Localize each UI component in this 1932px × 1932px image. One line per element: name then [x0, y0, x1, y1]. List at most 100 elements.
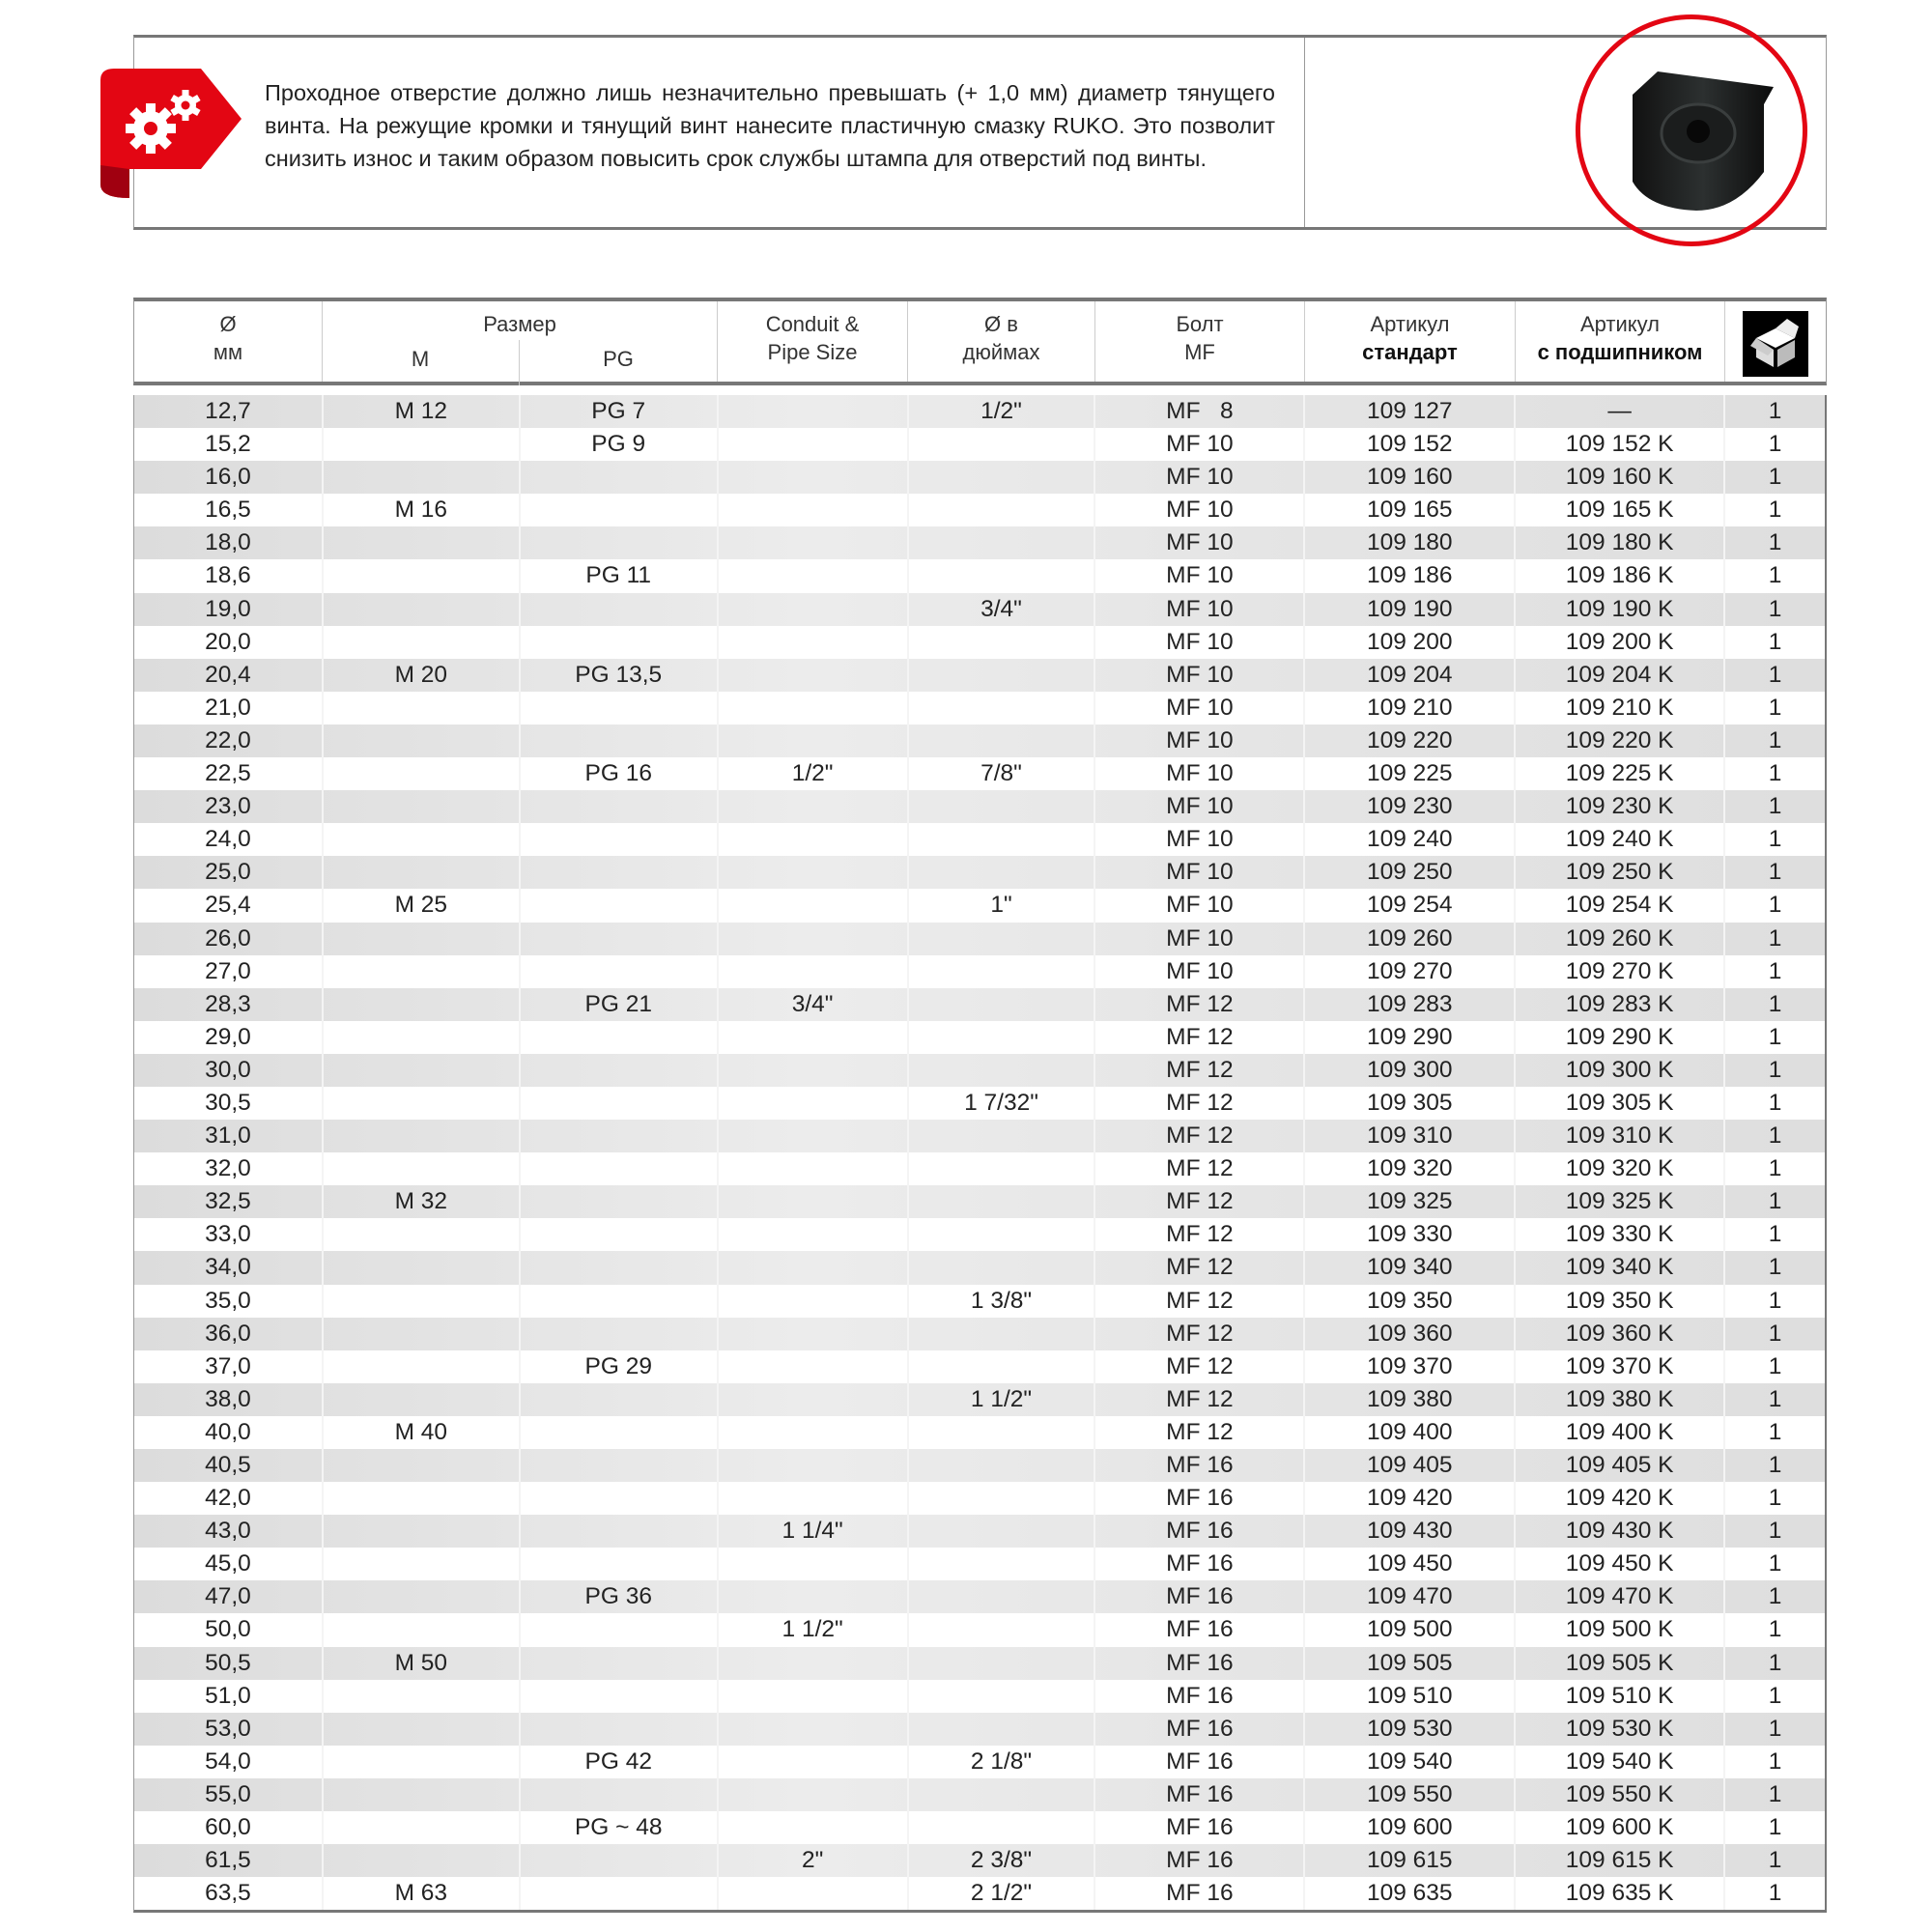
article-standard-cell: 109 540	[1303, 1745, 1514, 1778]
conduit-cell	[716, 1679, 907, 1713]
size-pg-cell: PG ~ 48	[518, 1811, 717, 1845]
diameter-cell: 40,0	[205, 1418, 251, 1445]
diameter-cell: 16,5	[205, 497, 251, 524]
bolt-cell: MF 10	[1094, 526, 1303, 560]
diameter-cell: 50,0	[205, 1616, 251, 1643]
size-pg-cell	[518, 625, 717, 659]
size-m-cell	[321, 461, 519, 495]
conduit-cell	[716, 1745, 907, 1778]
bolt-cell: MF 10	[1094, 658, 1303, 692]
article-bearing-cell: 109 505 K	[1514, 1646, 1723, 1680]
pack-qty-cell: 1	[1723, 1482, 1825, 1516]
inch-cell	[906, 625, 1094, 659]
size-pg-cell	[518, 1515, 717, 1548]
article-bearing-cell: 109 350 K	[1514, 1284, 1723, 1318]
size-pg-cell: PG 11	[518, 559, 717, 593]
pack-qty-cell: 1	[1723, 1646, 1825, 1680]
inch-cell	[906, 1020, 1094, 1054]
article-standard-cell: 109 380	[1303, 1382, 1514, 1416]
diameter-cell: 37,0	[205, 1352, 251, 1379]
conduit-cell	[716, 724, 907, 758]
pack-qty-cell: 1	[1723, 954, 1825, 988]
size-pg-cell	[518, 1482, 717, 1516]
article-standard-cell: 109 470	[1303, 1580, 1514, 1614]
conduit-cell	[716, 1712, 907, 1746]
inch-cell	[906, 1811, 1094, 1845]
pack-qty-cell: 1	[1723, 1777, 1825, 1812]
article-bearing-cell: 109 340 K	[1514, 1251, 1723, 1285]
conduit-cell	[716, 856, 907, 890]
diameter-cell: 23,0	[205, 793, 251, 820]
conduit-cell	[716, 658, 907, 692]
bolt-cell: MF 16	[1094, 1679, 1303, 1713]
size-pg-cell	[518, 1646, 717, 1680]
conduit-cell: 2"	[716, 1844, 907, 1878]
bolt-cell: MF 16	[1094, 1613, 1303, 1647]
size-pg-cell: PG 9	[518, 428, 717, 462]
size-pg-cell	[518, 1053, 717, 1087]
conduit-cell	[716, 1548, 907, 1581]
size-pg-cell: PG 7	[518, 395, 717, 429]
inch-cell	[906, 922, 1094, 955]
pack-qty-cell: 1	[1723, 1251, 1825, 1285]
diameter-cell: 12,7	[205, 398, 251, 424]
size-m-cell	[321, 1152, 519, 1186]
inch-cell	[906, 1185, 1094, 1219]
article-standard-cell: 109 450	[1303, 1548, 1514, 1581]
size-m-cell	[321, 1745, 519, 1778]
diameter-cell: 50,5	[205, 1649, 251, 1676]
size-m-cell: M 12	[321, 395, 519, 429]
size-m-cell	[321, 1613, 519, 1647]
col-size-header: Размер	[322, 301, 717, 382]
article-bearing-cell: 109 180 K	[1514, 526, 1723, 560]
size-pg-cell	[518, 790, 717, 824]
article-standard-cell: 109 180	[1303, 526, 1514, 560]
diameter-cell: 55,0	[205, 1780, 251, 1807]
size-m-cell	[321, 724, 519, 758]
inch-cell	[906, 1120, 1094, 1153]
article-standard-cell: 109 283	[1303, 987, 1514, 1021]
pack-qty-cell: 1	[1723, 757, 1825, 791]
inch-cell	[906, 1777, 1094, 1812]
bolt-cell: MF 16	[1094, 1745, 1303, 1778]
article-standard-cell: 109 615	[1303, 1844, 1514, 1878]
article-standard-cell: 109 505	[1303, 1646, 1514, 1680]
highlight-circle	[1576, 14, 1807, 246]
bolt-cell: MF 16	[1094, 1548, 1303, 1581]
bolt-cell: MF 10	[1094, 559, 1303, 593]
inch-cell	[906, 1679, 1094, 1713]
conduit-cell	[716, 1350, 907, 1383]
size-m-cell	[321, 1449, 519, 1483]
col-conduit-header: Conduit & Pipe Size	[717, 301, 907, 382]
col-bolt-header: Болт MF	[1094, 301, 1304, 382]
size-pg-cell: PG 42	[518, 1745, 717, 1778]
size-pg-cell	[518, 1020, 717, 1054]
bolt-cell: MF 10	[1094, 790, 1303, 824]
size-m-cell	[321, 1053, 519, 1087]
bolt-cell: MF 10	[1094, 461, 1303, 495]
size-m-cell: M 50	[321, 1646, 519, 1680]
article-standard-cell: 109 190	[1303, 592, 1514, 626]
size-pg-cell	[518, 922, 717, 955]
size-pg-cell	[518, 494, 717, 527]
pack-qty-cell: 1	[1723, 1086, 1825, 1121]
article-standard-cell: 109 225	[1303, 757, 1514, 791]
conduit-cell	[716, 1580, 907, 1614]
size-m-cell	[321, 691, 519, 724]
conduit-cell	[716, 1185, 907, 1219]
article-standard-cell: 109 530	[1303, 1712, 1514, 1746]
conduit-cell	[716, 592, 907, 626]
diameter-cell: 32,0	[205, 1155, 251, 1182]
bolt-cell: MF 16	[1094, 1811, 1303, 1845]
article-bearing-cell: 109 204 K	[1514, 658, 1723, 692]
diameter-cell: 15,2	[205, 431, 251, 458]
article-bearing-cell: 109 305 K	[1514, 1086, 1723, 1121]
inch-cell	[906, 1712, 1094, 1746]
pack-qty-cell: 1	[1723, 691, 1825, 724]
pack-qty-cell: 1	[1723, 592, 1825, 626]
